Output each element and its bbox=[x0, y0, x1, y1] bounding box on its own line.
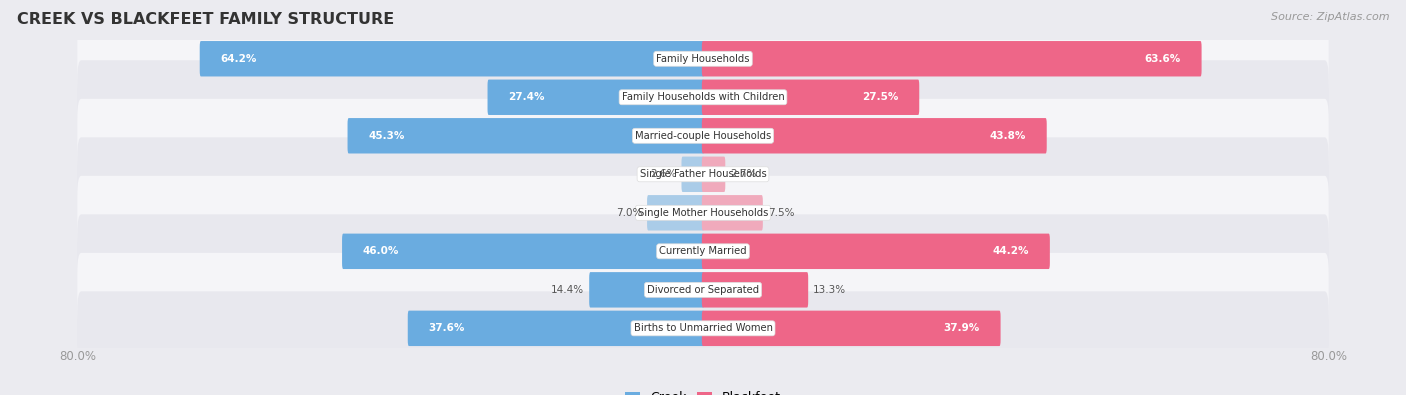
FancyBboxPatch shape bbox=[702, 79, 920, 115]
Text: 44.2%: 44.2% bbox=[993, 246, 1029, 256]
Text: CREEK VS BLACKFEET FAMILY STRUCTURE: CREEK VS BLACKFEET FAMILY STRUCTURE bbox=[17, 12, 394, 27]
FancyBboxPatch shape bbox=[200, 41, 704, 77]
FancyBboxPatch shape bbox=[77, 99, 1329, 173]
FancyBboxPatch shape bbox=[702, 41, 1202, 77]
Text: Births to Unmarried Women: Births to Unmarried Women bbox=[634, 324, 772, 333]
FancyBboxPatch shape bbox=[342, 233, 704, 269]
Text: Married-couple Households: Married-couple Households bbox=[636, 131, 770, 141]
FancyBboxPatch shape bbox=[589, 272, 704, 308]
FancyBboxPatch shape bbox=[77, 253, 1329, 327]
FancyBboxPatch shape bbox=[347, 118, 704, 154]
FancyBboxPatch shape bbox=[77, 137, 1329, 211]
Text: Currently Married: Currently Married bbox=[659, 246, 747, 256]
FancyBboxPatch shape bbox=[488, 79, 704, 115]
FancyBboxPatch shape bbox=[682, 156, 704, 192]
Text: 7.5%: 7.5% bbox=[768, 208, 794, 218]
FancyBboxPatch shape bbox=[77, 60, 1329, 134]
FancyBboxPatch shape bbox=[77, 22, 1329, 96]
Text: Single Father Households: Single Father Households bbox=[640, 169, 766, 179]
Text: Single Mother Households: Single Mother Households bbox=[638, 208, 768, 218]
FancyBboxPatch shape bbox=[77, 214, 1329, 288]
Legend: Creek, Blackfeet: Creek, Blackfeet bbox=[620, 386, 786, 395]
Text: Divorced or Separated: Divorced or Separated bbox=[647, 285, 759, 295]
FancyBboxPatch shape bbox=[702, 272, 808, 308]
Text: 45.3%: 45.3% bbox=[368, 131, 405, 141]
Text: Source: ZipAtlas.com: Source: ZipAtlas.com bbox=[1271, 12, 1389, 22]
FancyBboxPatch shape bbox=[702, 195, 763, 231]
FancyBboxPatch shape bbox=[702, 233, 1050, 269]
Text: 2.7%: 2.7% bbox=[730, 169, 756, 179]
Text: 7.0%: 7.0% bbox=[616, 208, 643, 218]
FancyBboxPatch shape bbox=[77, 292, 1329, 365]
Text: 64.2%: 64.2% bbox=[221, 54, 257, 64]
Text: 13.3%: 13.3% bbox=[813, 285, 846, 295]
Text: 37.9%: 37.9% bbox=[943, 324, 980, 333]
Text: 27.5%: 27.5% bbox=[862, 92, 898, 102]
FancyBboxPatch shape bbox=[77, 176, 1329, 250]
Text: 43.8%: 43.8% bbox=[990, 131, 1026, 141]
Text: 63.6%: 63.6% bbox=[1144, 54, 1181, 64]
Text: 14.4%: 14.4% bbox=[551, 285, 583, 295]
Text: 37.6%: 37.6% bbox=[429, 324, 465, 333]
Text: 27.4%: 27.4% bbox=[508, 92, 544, 102]
Text: Family Households: Family Households bbox=[657, 54, 749, 64]
Text: Family Households with Children: Family Households with Children bbox=[621, 92, 785, 102]
FancyBboxPatch shape bbox=[702, 310, 1001, 346]
FancyBboxPatch shape bbox=[702, 118, 1046, 154]
Text: 2.6%: 2.6% bbox=[650, 169, 676, 179]
FancyBboxPatch shape bbox=[702, 156, 725, 192]
FancyBboxPatch shape bbox=[408, 310, 704, 346]
Text: 46.0%: 46.0% bbox=[363, 246, 399, 256]
FancyBboxPatch shape bbox=[647, 195, 704, 231]
